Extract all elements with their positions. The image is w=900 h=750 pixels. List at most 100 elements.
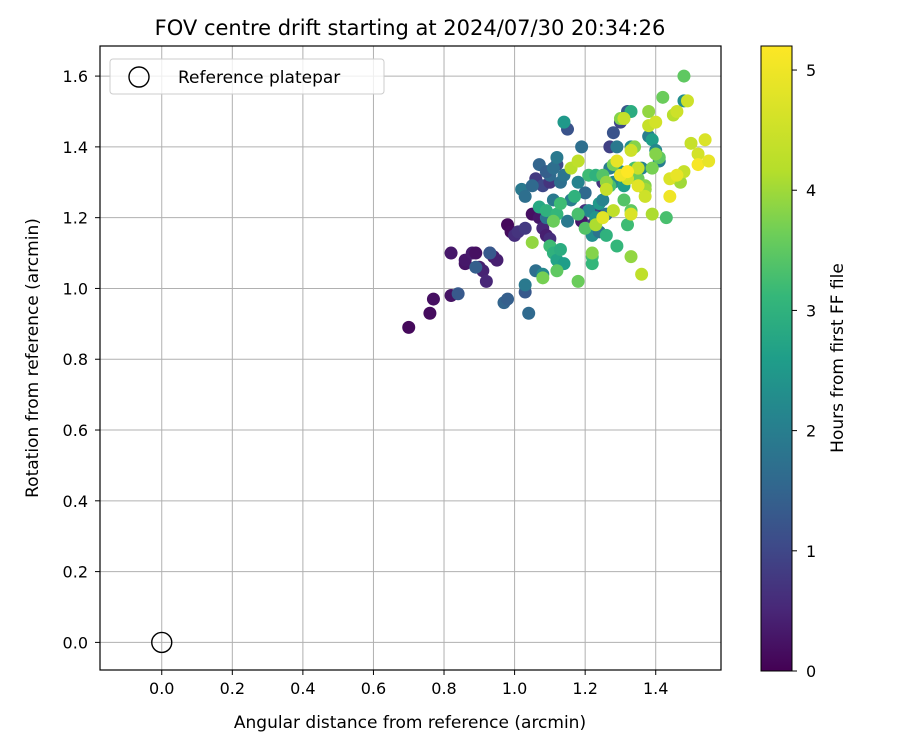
data-point [663,189,677,203]
colorbar-ticks: 0 1 2 3 4 5 [792,61,816,681]
chart-title: FOV centre drift starting at 2024/07/30 … [155,16,666,40]
x-tick-label: 0.0 [149,679,174,698]
data-point [624,207,638,221]
legend-entry: Reference platepar [178,68,340,88]
data-point [550,264,564,278]
data-point [578,186,592,200]
x-tick-label: 0.2 [220,679,245,698]
y-tick-label: 1.0 [63,279,88,298]
data-point [479,274,493,288]
colorbar [760,45,793,672]
colorbar-tick-label: 4 [806,181,816,200]
data-point [553,243,567,257]
data-point [522,306,536,320]
data-point [568,189,582,203]
data-point [585,257,599,271]
data-point [469,246,483,260]
data-point [617,112,631,126]
legend: Reference platepar [109,58,385,95]
colorbar-label: Hours from first FF file [828,263,848,453]
data-point [536,271,550,285]
data-point [596,193,610,207]
data-point [423,306,437,320]
legend-box [109,58,385,95]
x-tick-label: 1.4 [643,679,668,698]
data-point [606,126,620,140]
data-point [645,207,659,221]
data-point [645,161,659,175]
data-point [518,278,532,292]
x-tick-label: 0.8 [431,679,456,698]
data-point [620,218,634,232]
y-tick-label: 0.2 [63,563,88,582]
data-point [599,228,613,242]
data-point [501,292,515,306]
data-point [631,161,645,175]
data-point [670,104,684,118]
data-point [606,204,620,218]
data-point [553,197,567,211]
data-point [677,69,691,83]
colorbar-tick-label: 2 [806,422,816,441]
y-tick-label: 0.8 [63,350,88,369]
x-tick-label: 1.0 [502,679,527,698]
data-point [571,175,585,189]
data-point [610,140,624,154]
colorbar-tick-label: 1 [806,542,816,561]
data-point [525,179,539,193]
x-axis-label: Angular distance from reference (arcmin) [234,713,586,733]
data-point [631,179,645,193]
y-tick-label: 1.4 [63,138,88,157]
data-point [680,94,694,108]
y-tick-label: 1.6 [63,67,88,86]
x-tick-label: 0.4 [290,679,315,698]
colorbar-tick-label: 5 [806,61,816,80]
y-tick-label: 0.0 [63,633,88,652]
data-point [571,274,585,288]
data-point [402,320,416,334]
grid-lines [100,46,721,670]
plot-frame [99,45,722,671]
y-tick-label: 0.4 [63,492,88,511]
data-point [451,287,465,301]
data-point [546,214,560,228]
data-point [561,214,575,228]
data-point [649,147,663,161]
data-point [670,168,684,182]
data-point [610,154,624,168]
legend-marker [128,66,150,88]
data-point [444,246,458,260]
data-point [546,161,560,175]
data-point [575,140,589,154]
data-points [402,69,716,334]
y-axis-label: Rotation from reference (arcmin) [23,218,43,498]
data-point [624,250,638,264]
data-point [620,165,634,179]
data-point [659,211,673,225]
reference-platepar-marker [151,631,173,654]
x-tick-label: 1.2 [572,679,597,698]
data-point [684,136,698,150]
data-point [617,193,631,207]
data-point [571,154,585,168]
data-point [469,260,483,274]
data-point [539,204,553,218]
y-axis-ticks: 0.0 0.2 0.4 0.6 0.8 1.0 1.2 1.4 1.6 [63,67,100,652]
data-point [596,211,610,225]
data-point [642,104,656,118]
data-point [585,246,599,260]
y-tick-label: 0.6 [63,421,88,440]
data-point [702,154,716,168]
data-point [518,189,532,203]
data-point [610,239,624,253]
data-point [557,115,571,129]
colorbar-tick-label: 0 [806,662,816,681]
data-point [525,235,539,249]
data-point [599,182,613,196]
x-axis-ticks: 0.0 0.2 0.4 0.6 0.8 1.0 1.2 1.4 [149,670,668,698]
data-point [426,292,440,306]
data-point [550,150,564,164]
data-point [691,158,705,172]
data-point [635,267,649,281]
